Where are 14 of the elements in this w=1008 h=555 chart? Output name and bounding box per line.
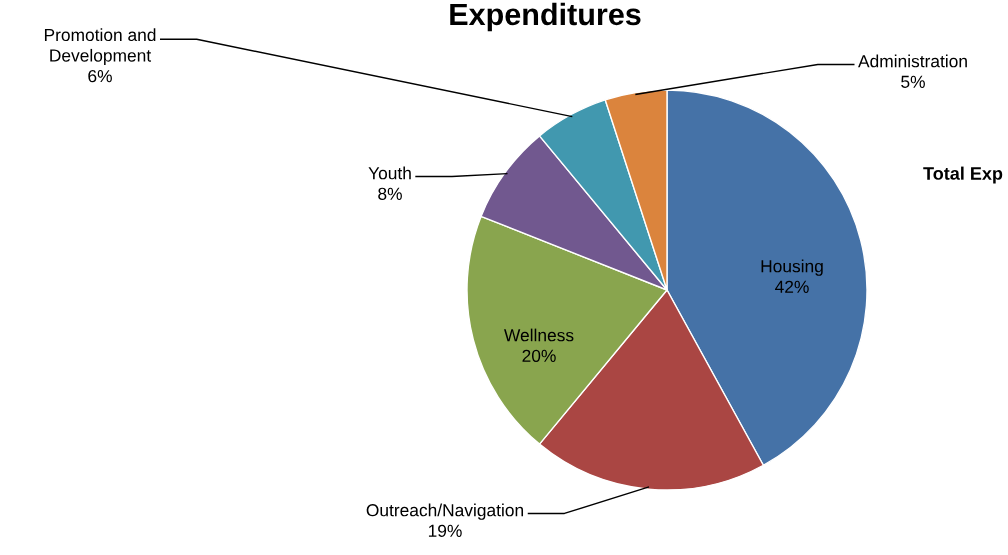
slice-label: Housing xyxy=(761,259,823,276)
data-label: 19% xyxy=(428,524,462,537)
slice-label: Administration xyxy=(858,54,967,68)
chart-title: Expenditures xyxy=(450,2,641,32)
slice-label: Promotion and Development xyxy=(44,28,156,66)
slice-label: Outreach/Navigation xyxy=(366,503,524,520)
data-label: 5% xyxy=(901,75,925,88)
slice-label: Youth xyxy=(368,166,411,180)
data-label: 42% xyxy=(775,280,809,293)
slice-label: Wellness xyxy=(504,328,574,342)
text: Total Exp xyxy=(923,166,1003,184)
data-label: 6% xyxy=(88,69,112,83)
data-label: 20% xyxy=(522,349,556,362)
data-label: 8% xyxy=(378,187,402,200)
